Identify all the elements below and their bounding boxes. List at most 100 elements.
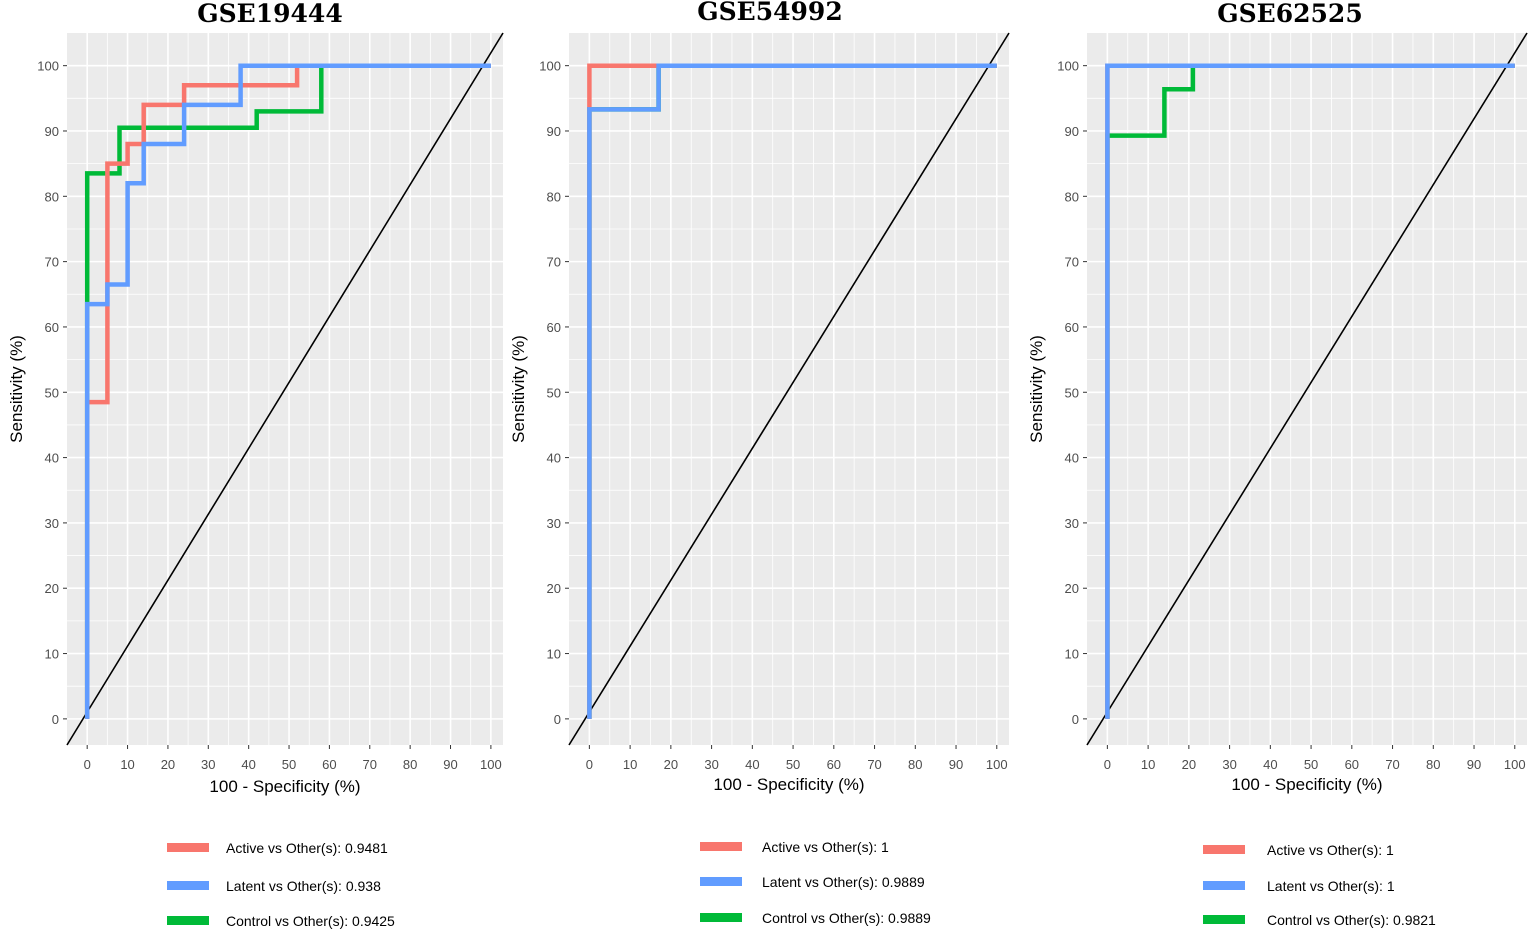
x-axis-label: 100 - Specificity (%) bbox=[713, 775, 864, 794]
x-tick-label: 100 bbox=[986, 757, 1008, 772]
y-tick-label: 0 bbox=[554, 712, 561, 727]
x-tick-label: 50 bbox=[282, 757, 296, 772]
legend-swatch bbox=[700, 913, 742, 922]
legend-swatch bbox=[700, 842, 742, 851]
y-tick-label: 70 bbox=[1065, 255, 1079, 270]
legend-swatch bbox=[167, 881, 209, 890]
y-tick-label: 90 bbox=[547, 124, 561, 139]
x-tick-label: 20 bbox=[1182, 757, 1196, 772]
roc-curve-latent bbox=[587, 63, 997, 719]
legend-swatch bbox=[1203, 915, 1245, 924]
y-tick-label: 20 bbox=[1065, 581, 1079, 596]
x-tick-label: 100 bbox=[1504, 757, 1526, 772]
x-axis-label: 100 - Specificity (%) bbox=[1231, 775, 1382, 794]
roc-panel-2: 0 10 20 30 40 50 60 70 80 90 100 0 10 20 30 40 50 60 70 80 9… bbox=[509, 0, 1010, 926]
legend-swatch bbox=[1203, 881, 1245, 890]
y-tick-label: 80 bbox=[1065, 189, 1079, 204]
reference-diagonal bbox=[568, 32, 1010, 746]
x-tick-label: 10 bbox=[1141, 757, 1155, 772]
x-tick-label: 100 bbox=[480, 757, 502, 772]
x-tick-label: 60 bbox=[827, 757, 841, 772]
roc-panel-3: 0 10 20 30 40 50 60 70 80 90 100 0 10 20 30 40 50 60 70 80 9… bbox=[1027, 0, 1528, 928]
legend-swatch bbox=[700, 877, 742, 886]
x-tick-label: 0 bbox=[84, 757, 91, 772]
x-tick-label: 20 bbox=[161, 757, 175, 772]
y-axis-label: Sensitivity (%) bbox=[1027, 335, 1046, 443]
x-tick-label: 80 bbox=[403, 757, 417, 772]
x-tick-label: 70 bbox=[363, 757, 377, 772]
x-tick-label: 50 bbox=[786, 757, 800, 772]
y-tick-label: 80 bbox=[45, 189, 59, 204]
legend-swatch bbox=[167, 916, 209, 925]
y-tick-label: 40 bbox=[45, 451, 59, 466]
x-tick-label: 40 bbox=[1263, 757, 1277, 772]
legend-label: Latent vs Other(s): 0.938 bbox=[226, 878, 381, 894]
y-tick-label: 30 bbox=[547, 516, 561, 531]
legend-label: Control vs Other(s): 0.9821 bbox=[1267, 912, 1436, 928]
x-tick-label: 30 bbox=[1222, 757, 1236, 772]
y-tick-label: 40 bbox=[547, 451, 561, 466]
x-tick-label: 70 bbox=[867, 757, 881, 772]
x-tick-label: 80 bbox=[908, 757, 922, 772]
reference-diagonal bbox=[66, 32, 504, 746]
y-tick-label: 100 bbox=[1057, 59, 1079, 74]
x-tick-label: 0 bbox=[586, 757, 593, 772]
x-tick-label: 30 bbox=[704, 757, 718, 772]
y-tick-label: 60 bbox=[1065, 320, 1079, 335]
chart-title: GSE54992 bbox=[697, 0, 842, 26]
x-tick-label: 50 bbox=[1304, 757, 1318, 772]
legend: Active vs Other(s): 0.9481 Latent vs Othe… bbox=[167, 840, 395, 929]
chart-title: GSE19444 bbox=[197, 0, 342, 28]
roc-panel-1: 0 10 20 30 40 50 60 70 80 90 100 0 10 20 30 40 50 60 70 80 9… bbox=[7, 0, 504, 929]
legend-label: Control vs Other(s): 0.9425 bbox=[226, 913, 395, 929]
legend-label: Active vs Other(s): 1 bbox=[1267, 842, 1394, 858]
x-axis-label: 100 - Specificity (%) bbox=[209, 777, 360, 796]
y-tick-label: 100 bbox=[539, 59, 561, 74]
y-tick-label: 60 bbox=[45, 320, 59, 335]
x-tick-label: 90 bbox=[443, 757, 457, 772]
legend-swatch bbox=[167, 843, 209, 852]
x-tick-label: 60 bbox=[322, 757, 336, 772]
x-tick-label: 90 bbox=[949, 757, 963, 772]
roc-curve-latent bbox=[1105, 63, 1515, 719]
legend-label: Active vs Other(s): 0.9481 bbox=[226, 840, 388, 856]
y-tick-label: 70 bbox=[547, 255, 561, 270]
legend-label: Control vs Other(s): 0.9889 bbox=[762, 910, 931, 926]
y-tick-label: 20 bbox=[547, 581, 561, 596]
x-tick-label: 40 bbox=[745, 757, 759, 772]
y-tick-label: 30 bbox=[45, 516, 59, 531]
chart-title: GSE62525 bbox=[1217, 0, 1362, 28]
y-axis-label: Sensitivity (%) bbox=[509, 335, 528, 443]
y-tick-label: 30 bbox=[1065, 516, 1079, 531]
y-tick-label: 20 bbox=[45, 581, 59, 596]
legend-swatch bbox=[1203, 845, 1245, 854]
roc-curve-control bbox=[84, 63, 491, 719]
y-axis-label: Sensitivity (%) bbox=[7, 335, 26, 443]
legend-label: Active vs Other(s): 1 bbox=[762, 839, 889, 855]
y-tick-label: 40 bbox=[1065, 451, 1079, 466]
x-tick-label: 90 bbox=[1467, 757, 1481, 772]
y-tick-label: 50 bbox=[1065, 385, 1079, 400]
x-tick-label: 30 bbox=[201, 757, 215, 772]
x-tick-label: 10 bbox=[623, 757, 637, 772]
legend: Active vs Other(s): 1 Latent vs Other(s):… bbox=[700, 839, 931, 926]
y-tick-label: 50 bbox=[547, 385, 561, 400]
x-tick-label: 40 bbox=[241, 757, 255, 772]
x-tick-label: 10 bbox=[120, 757, 134, 772]
y-tick-label: 10 bbox=[1065, 647, 1079, 662]
x-tick-label: 20 bbox=[664, 757, 678, 772]
y-tick-label: 100 bbox=[37, 59, 59, 74]
y-tick-label: 50 bbox=[45, 385, 59, 400]
x-tick-label: 80 bbox=[1426, 757, 1440, 772]
y-tick-label: 0 bbox=[52, 712, 59, 727]
y-tick-label: 80 bbox=[547, 189, 561, 204]
y-tick-label: 10 bbox=[45, 647, 59, 662]
legend: Active vs Other(s): 1 Latent vs Other(s):… bbox=[1203, 842, 1436, 928]
legend-label: Latent vs Other(s): 0.9889 bbox=[762, 874, 925, 890]
y-tick-label: 90 bbox=[1065, 124, 1079, 139]
y-tick-label: 10 bbox=[547, 647, 561, 662]
x-tick-label: 0 bbox=[1104, 757, 1111, 772]
y-tick-label: 60 bbox=[547, 320, 561, 335]
legend-label: Latent vs Other(s): 1 bbox=[1267, 878, 1395, 894]
